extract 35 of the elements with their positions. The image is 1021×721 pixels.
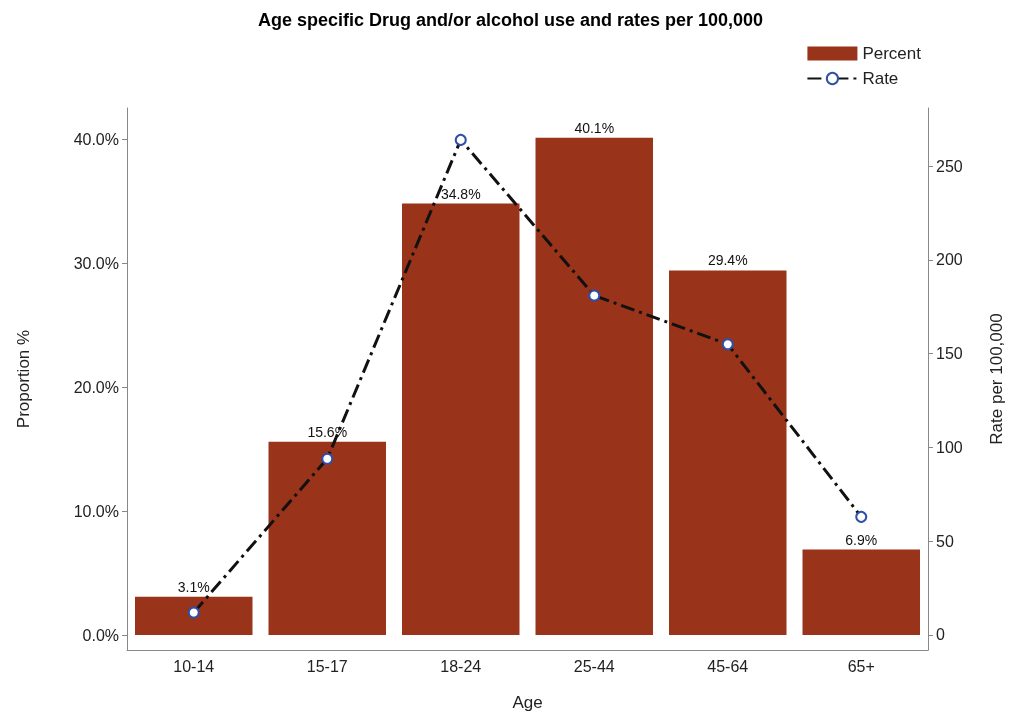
bar xyxy=(135,596,253,636)
y2-tick-label: 200 xyxy=(936,251,963,269)
x-tick-label: 65+ xyxy=(847,657,875,675)
data-label: 34.8% xyxy=(440,185,481,202)
bar xyxy=(268,441,386,636)
y2-tick-label: 250 xyxy=(936,157,963,175)
data-label: 40.1% xyxy=(574,119,615,136)
y-tick-label: 10.0% xyxy=(73,502,119,520)
y2-tick-label: 50 xyxy=(936,532,954,550)
bar xyxy=(402,203,520,636)
x-axis-title: Age xyxy=(512,693,543,712)
data-label: 6.9% xyxy=(845,531,878,548)
bar xyxy=(535,137,653,636)
x-tick-label: 45-64 xyxy=(707,657,749,675)
y2-tick-label: 100 xyxy=(936,438,963,456)
y-tick-label: 30.0% xyxy=(73,254,119,272)
y-tick-label: 40.0% xyxy=(73,130,119,148)
x-tick-label: 25-44 xyxy=(573,657,615,675)
legend-label: Percent xyxy=(862,44,922,63)
y-tick-label: 20.0% xyxy=(73,378,119,396)
data-label: 29.4% xyxy=(707,252,748,269)
x-tick-label: 18-24 xyxy=(440,657,482,675)
y2-tick-label: 150 xyxy=(936,345,963,363)
chart-title: Age specific Drug and/or alcohol use and rates per 100,000 xyxy=(257,10,764,30)
y2-tick-label: 0 xyxy=(936,626,945,644)
legend-label: Rate xyxy=(862,69,899,88)
y2-axis-title: Rate per 100,000 xyxy=(987,313,1006,445)
data-label: 15.6% xyxy=(307,423,348,440)
data-label: 3.1% xyxy=(177,578,210,595)
bar xyxy=(802,549,920,636)
x-tick-label: 15-17 xyxy=(306,657,348,675)
x-tick-label: 10-14 xyxy=(173,657,215,675)
bar xyxy=(669,270,787,636)
y-tick-label: 0.0% xyxy=(82,626,119,644)
y-axis-title: Proportion % xyxy=(14,329,33,429)
